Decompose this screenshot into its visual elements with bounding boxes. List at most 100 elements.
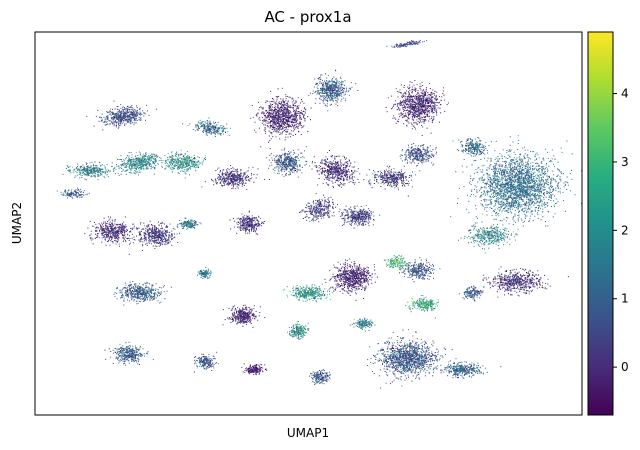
- point: [286, 169, 288, 171]
- point: [294, 160, 296, 162]
- point: [154, 241, 156, 243]
- point: [248, 210, 250, 212]
- point: [120, 118, 122, 120]
- point: [289, 160, 291, 162]
- point: [106, 171, 108, 173]
- point: [124, 228, 126, 230]
- point: [229, 171, 231, 173]
- point: [285, 160, 287, 162]
- point: [254, 229, 256, 231]
- point: [292, 106, 294, 108]
- point: [294, 164, 296, 166]
- point: [143, 238, 145, 239]
- point: [171, 157, 173, 159]
- point: [159, 244, 161, 246]
- point: [287, 159, 289, 161]
- point: [229, 182, 231, 184]
- point: [135, 152, 137, 154]
- point: [280, 156, 282, 158]
- point: [67, 170, 69, 172]
- point: [91, 171, 93, 173]
- point: [169, 162, 171, 164]
- point: [235, 169, 237, 171]
- point: [275, 115, 277, 117]
- point: [285, 110, 287, 112]
- point: [281, 119, 283, 121]
- point: [131, 156, 133, 158]
- point: [139, 234, 140, 235]
- point: [192, 129, 194, 130]
- point: [160, 243, 162, 245]
- point: [110, 232, 112, 234]
- point: [177, 157, 179, 159]
- point: [131, 117, 133, 119]
- point: [155, 160, 157, 162]
- point: [257, 168, 259, 170]
- point: [135, 111, 137, 113]
- point: [165, 162, 167, 164]
- point: [191, 162, 193, 164]
- point: [136, 107, 138, 109]
- point: [128, 163, 129, 165]
- point: [155, 161, 157, 163]
- point: [102, 129, 104, 131]
- point: [278, 113, 279, 115]
- point: [139, 234, 141, 236]
- cluster-c4: [108, 151, 169, 176]
- point: [125, 119, 127, 121]
- point: [294, 126, 296, 128]
- point: [112, 230, 114, 232]
- point: [124, 236, 126, 238]
- point: [177, 163, 178, 165]
- point: [217, 127, 219, 129]
- point: [140, 237, 142, 238]
- point: [143, 236, 145, 238]
- point: [141, 166, 143, 168]
- point: [137, 228, 139, 229]
- point: [111, 222, 113, 224]
- point: [199, 162, 201, 164]
- point: [219, 171, 221, 173]
- point: [277, 117, 279, 119]
- point: [133, 113, 135, 115]
- point: [122, 234, 124, 236]
- point: [89, 220, 91, 222]
- point: [292, 130, 294, 132]
- point: [171, 159, 173, 161]
- point: [119, 228, 121, 230]
- point: [123, 109, 125, 110]
- point: [277, 103, 279, 105]
- point: [273, 131, 275, 133]
- point: [291, 165, 293, 166]
- point: [125, 241, 127, 243]
- point: [294, 102, 296, 104]
- point: [290, 133, 292, 135]
- point: [160, 234, 162, 236]
- point: [91, 175, 93, 177]
- point: [299, 111, 301, 113]
- point: [121, 118, 123, 120]
- point: [133, 118, 135, 119]
- point: [282, 131, 283, 133]
- point: [279, 115, 281, 117]
- point: [310, 107, 312, 109]
- point: [105, 121, 107, 123]
- point: [129, 238, 131, 240]
- point: [120, 120, 122, 122]
- point: [134, 109, 136, 111]
- point: [171, 235, 173, 237]
- point: [151, 156, 153, 158]
- point: [181, 165, 183, 167]
- point: [286, 165, 288, 167]
- point: [269, 121, 271, 123]
- point: [224, 178, 226, 180]
- point: [143, 112, 145, 114]
- point: [132, 242, 134, 244]
- point: [115, 227, 117, 229]
- point: [70, 194, 71, 196]
- point: [181, 161, 183, 163]
- point: [96, 236, 98, 238]
- point: [156, 227, 158, 229]
- point: [134, 161, 136, 163]
- point: [163, 238, 165, 239]
